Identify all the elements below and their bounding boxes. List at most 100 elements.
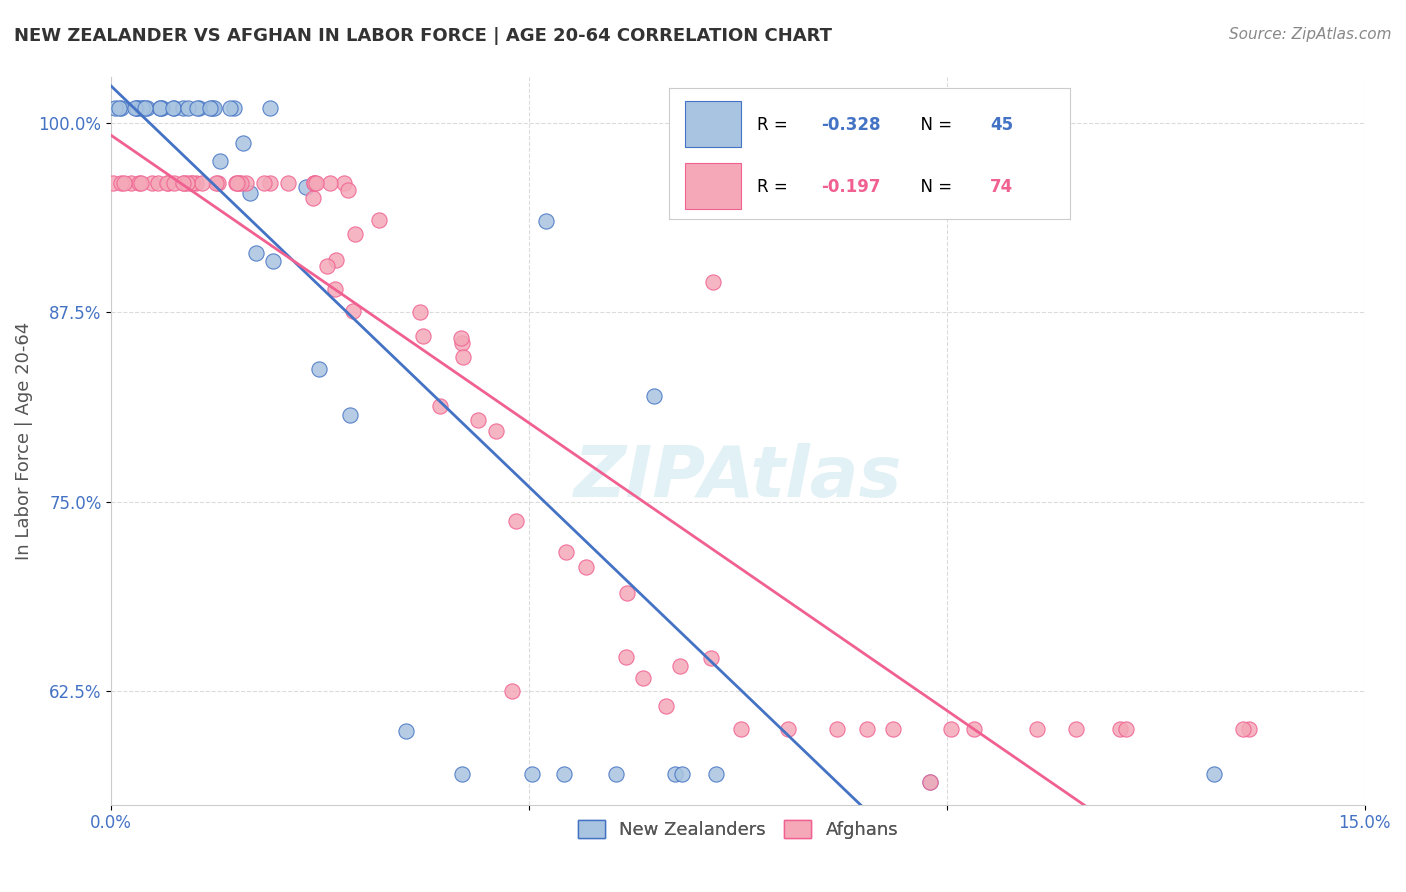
New Zealanders — [1204, 767, 1226, 781]
New Zealanders — [134, 101, 156, 115]
New Zealanders — [451, 767, 474, 781]
Afghans — [368, 213, 391, 227]
New Zealanders — [149, 101, 172, 115]
Legend: New Zealanders, Afghans: New Zealanders, Afghans — [571, 813, 905, 847]
Afghans — [467, 413, 489, 427]
Afghans — [101, 177, 124, 191]
New Zealanders — [163, 101, 186, 115]
Afghans — [882, 722, 904, 736]
Afghans — [120, 177, 142, 191]
Afghans — [259, 177, 281, 191]
New Zealanders — [218, 101, 240, 115]
Afghans — [412, 329, 434, 343]
Afghans — [333, 177, 356, 191]
Afghans — [778, 722, 800, 736]
Afghans — [825, 722, 848, 736]
New Zealanders — [308, 362, 330, 376]
New Zealanders — [704, 767, 727, 781]
New Zealanders — [920, 775, 942, 789]
Afghans — [343, 227, 366, 241]
New Zealanders — [176, 101, 198, 115]
Afghans — [231, 177, 253, 191]
Afghans — [325, 253, 347, 268]
New Zealanders — [124, 101, 146, 115]
New Zealanders — [534, 214, 557, 228]
Afghans — [157, 177, 180, 191]
Afghans — [141, 177, 163, 191]
New Zealanders — [172, 101, 194, 115]
Afghans — [110, 177, 132, 191]
Afghans — [316, 259, 339, 273]
New Zealanders — [643, 389, 665, 403]
New Zealanders — [202, 101, 225, 115]
Afghans — [1239, 722, 1261, 736]
Text: Source: ZipAtlas.com: Source: ZipAtlas.com — [1229, 27, 1392, 42]
New Zealanders — [200, 101, 222, 115]
New Zealanders — [522, 767, 544, 781]
Afghans — [730, 722, 752, 736]
Afghans — [302, 177, 325, 191]
Afghans — [631, 671, 654, 685]
Afghans — [700, 651, 723, 665]
Afghans — [235, 177, 257, 191]
New Zealanders — [162, 101, 184, 115]
New Zealanders — [150, 101, 173, 115]
New Zealanders — [127, 101, 149, 115]
Afghans — [112, 177, 135, 191]
Afghans — [342, 303, 364, 318]
New Zealanders — [395, 724, 418, 739]
Text: NEW ZEALANDER VS AFGHAN IN LABOR FORCE | AGE 20-64 CORRELATION CHART: NEW ZEALANDER VS AFGHAN IN LABOR FORCE |… — [14, 27, 832, 45]
Text: ZIPAtlas: ZIPAtlas — [574, 443, 903, 512]
New Zealanders — [605, 767, 627, 781]
New Zealanders — [294, 180, 316, 194]
Afghans — [184, 177, 207, 191]
Afghans — [939, 722, 962, 736]
New Zealanders — [127, 101, 149, 115]
Afghans — [614, 650, 637, 665]
New Zealanders — [239, 186, 262, 201]
Afghans — [1232, 722, 1254, 736]
Afghans — [128, 177, 150, 191]
Afghans — [702, 275, 724, 289]
Afghans — [920, 775, 942, 789]
New Zealanders — [208, 153, 231, 168]
New Zealanders — [131, 101, 153, 115]
Afghans — [655, 698, 678, 713]
Afghans — [225, 177, 247, 191]
Afghans — [205, 177, 228, 191]
New Zealanders — [108, 101, 131, 115]
Afghans — [409, 305, 432, 319]
Afghans — [226, 177, 249, 191]
New Zealanders — [186, 101, 208, 115]
Afghans — [301, 191, 323, 205]
Afghans — [319, 177, 342, 191]
New Zealanders — [104, 101, 127, 115]
Afghans — [181, 177, 204, 191]
Afghans — [146, 177, 169, 191]
Afghans — [228, 177, 250, 191]
Afghans — [485, 425, 508, 439]
New Zealanders — [149, 101, 172, 115]
Afghans — [1025, 722, 1047, 736]
New Zealanders — [664, 767, 686, 781]
Afghans — [172, 177, 194, 191]
New Zealanders — [201, 101, 224, 115]
Afghans — [276, 177, 298, 191]
Afghans — [963, 722, 986, 736]
New Zealanders — [110, 101, 132, 115]
Afghans — [505, 514, 527, 528]
New Zealanders — [553, 767, 575, 781]
Afghans — [336, 183, 359, 197]
Afghans — [451, 336, 474, 351]
Afghans — [1115, 722, 1137, 736]
New Zealanders — [262, 254, 284, 268]
Afghans — [156, 177, 179, 191]
Afghans — [669, 659, 692, 673]
New Zealanders — [131, 101, 153, 115]
Afghans — [1064, 722, 1087, 736]
Afghans — [429, 399, 451, 413]
Afghans — [173, 177, 195, 191]
Afghans — [856, 722, 879, 736]
Afghans — [163, 177, 186, 191]
Afghans — [555, 545, 578, 559]
